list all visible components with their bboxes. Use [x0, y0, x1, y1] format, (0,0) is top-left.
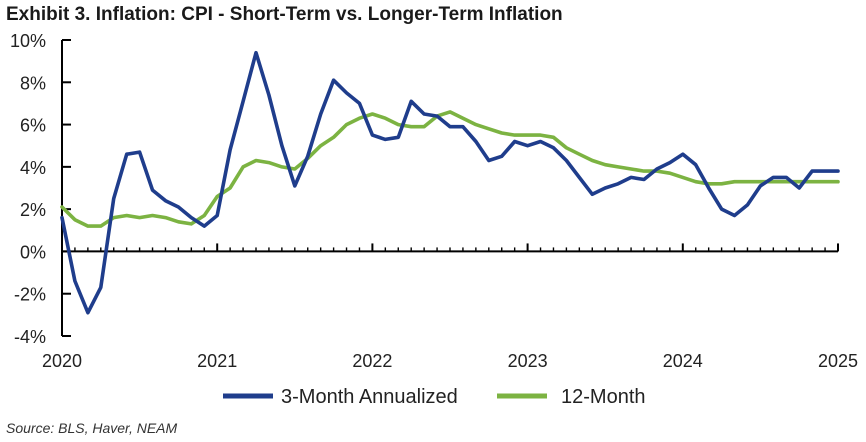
series-line-3-month-annualized — [60, 50, 840, 315]
x-tick-label: 2021 — [197, 351, 237, 371]
series-lines — [60, 50, 840, 315]
legend-item-12-month-label: 12-Month — [561, 386, 646, 408]
x-tick-label: 2020 — [42, 351, 82, 371]
y-axis: 10% 8% 6% 4% 2% 0% -2% -4% — [10, 31, 71, 347]
y-tick-label: 4% — [20, 158, 46, 178]
chart-source-note: Source: BLS, Haver, NEAM — [6, 420, 178, 436]
x-tick-label: 2025 — [818, 351, 858, 371]
y-tick-label: 8% — [20, 73, 46, 93]
x-tick-label: 2022 — [352, 351, 392, 371]
y-tick-label: -2% — [14, 285, 46, 305]
x-tick-label: 2023 — [508, 351, 548, 371]
y-tick-label: 2% — [20, 200, 46, 220]
x-tick-label: 2024 — [663, 351, 703, 371]
y-tick-label: 0% — [20, 242, 46, 262]
y-tick-label: 6% — [20, 116, 46, 136]
legend-item-3-month-annualized-label: 3-Month Annualized — [281, 386, 458, 408]
x-axis: 2020 2021 2022 2023 2024 2025 — [42, 243, 858, 371]
y-tick-label: -4% — [14, 327, 46, 347]
legend: 3-Month Annualized 12-Month — [223, 386, 646, 408]
series-line-12-month — [60, 110, 840, 228]
chart-title: Exhibit 3. Inflation: CPI - Short-Term v… — [6, 4, 563, 25]
y-tick-label: 10% — [10, 31, 46, 51]
